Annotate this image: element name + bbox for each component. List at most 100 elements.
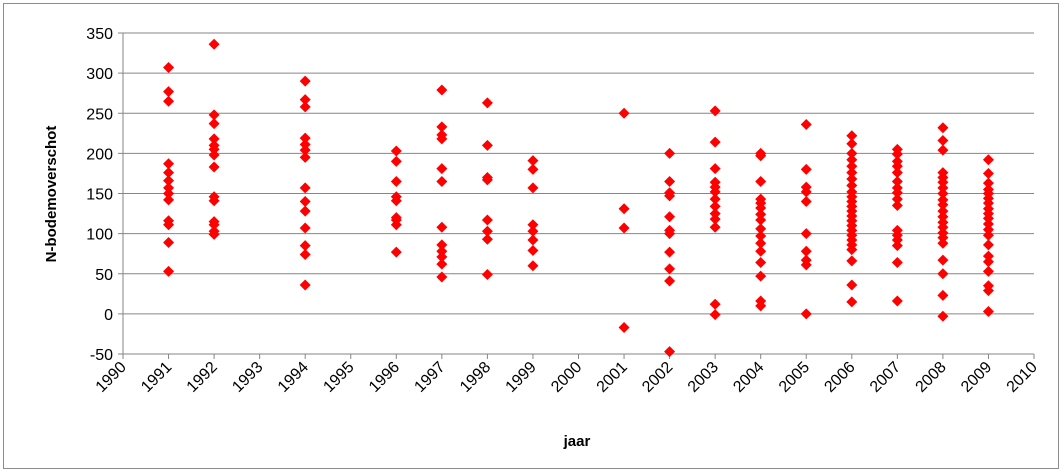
data-point	[846, 296, 858, 308]
data-point	[527, 182, 539, 194]
data-point	[982, 285, 994, 297]
data-point	[208, 149, 220, 161]
data-point	[527, 244, 539, 256]
data-point	[299, 196, 311, 208]
x-tick-label: 2007	[867, 359, 904, 396]
data-point	[436, 258, 448, 270]
data-point	[664, 147, 676, 159]
data-point	[163, 188, 175, 199]
y-tick-label: 350	[86, 26, 113, 43]
data-point	[982, 177, 994, 189]
data-point	[390, 145, 402, 157]
x-tick-label: 2004	[730, 359, 767, 396]
data-point	[891, 257, 903, 269]
data-points	[163, 38, 994, 358]
data-point	[709, 136, 721, 148]
x-tick-label: 2010	[1004, 359, 1041, 396]
data-point	[664, 346, 676, 358]
x-tick-label: 2005	[776, 359, 813, 396]
data-point	[982, 229, 994, 241]
data-point	[982, 250, 994, 262]
data-point	[709, 186, 721, 198]
y-axis-title: N-bodemoverschot	[43, 126, 60, 263]
data-point	[891, 295, 903, 307]
data-point	[299, 139, 311, 151]
data-point	[163, 62, 175, 74]
data-point	[299, 182, 311, 194]
data-point	[937, 232, 949, 244]
y-tick-label: 300	[86, 66, 113, 83]
data-point	[755, 150, 767, 162]
data-point	[390, 195, 402, 207]
data-point	[846, 160, 858, 172]
data-point	[709, 208, 721, 220]
data-point	[709, 200, 721, 212]
data-point	[618, 222, 630, 234]
data-point	[846, 130, 858, 142]
data-point	[436, 271, 448, 283]
x-tick-label: 1990	[93, 359, 130, 396]
data-point	[891, 187, 903, 199]
data-point	[891, 167, 903, 179]
data-point	[982, 224, 994, 236]
data-point	[709, 213, 721, 225]
data-point	[664, 190, 676, 202]
data-point	[163, 167, 175, 179]
data-point	[618, 322, 630, 334]
data-point	[208, 109, 220, 121]
data-point	[163, 86, 175, 98]
data-point	[755, 223, 767, 235]
data-point	[800, 228, 812, 240]
data-point	[755, 270, 767, 282]
data-point	[846, 279, 858, 291]
y-tick-label: 50	[95, 267, 113, 284]
data-point	[846, 147, 858, 159]
data-point	[800, 245, 812, 257]
data-point	[618, 107, 630, 119]
data-point	[299, 132, 311, 144]
data-point	[299, 279, 311, 291]
x-tick-labels: 1990 1991 1992 1993 1994 1995 1996 1997 1998 1999…	[93, 359, 1041, 396]
data-point	[299, 240, 311, 252]
data-point	[800, 196, 812, 208]
data-point	[390, 246, 402, 258]
data-point	[982, 218, 994, 230]
data-point	[800, 186, 812, 198]
data-point	[163, 95, 175, 107]
data-point	[755, 175, 767, 187]
data-point	[982, 154, 994, 166]
data-point	[436, 175, 448, 187]
data-point	[436, 163, 448, 175]
data-point	[846, 154, 858, 166]
data-point	[208, 219, 220, 231]
data-point	[937, 237, 949, 249]
data-point	[390, 175, 402, 187]
data-point	[846, 255, 858, 267]
x-tick-label: 1995	[320, 359, 357, 396]
data-point	[436, 239, 448, 251]
x-tick-label: 1996	[366, 359, 403, 396]
data-point	[982, 239, 994, 251]
data-point	[891, 148, 903, 160]
data-point	[299, 75, 311, 87]
data-point	[481, 225, 493, 237]
y-tick-label: 100	[86, 227, 113, 244]
data-point	[846, 244, 858, 256]
x-tick-label: 2003	[685, 359, 722, 396]
data-point	[436, 245, 448, 257]
x-tick-label: 1994	[275, 359, 312, 396]
data-point	[709, 193, 721, 205]
x-tick-label: 2002	[639, 359, 676, 396]
x-axis-title: jaar	[563, 433, 591, 450]
data-point	[481, 214, 493, 226]
x-tick-label: 2000	[548, 359, 585, 396]
chart-frame	[3, 3, 1059, 469]
data-point	[436, 133, 448, 145]
data-point	[163, 265, 175, 277]
data-point	[937, 254, 949, 266]
data-point	[755, 245, 767, 257]
data-point	[163, 194, 175, 206]
data-point	[664, 175, 676, 187]
data-point	[664, 275, 676, 287]
data-point	[755, 208, 767, 220]
